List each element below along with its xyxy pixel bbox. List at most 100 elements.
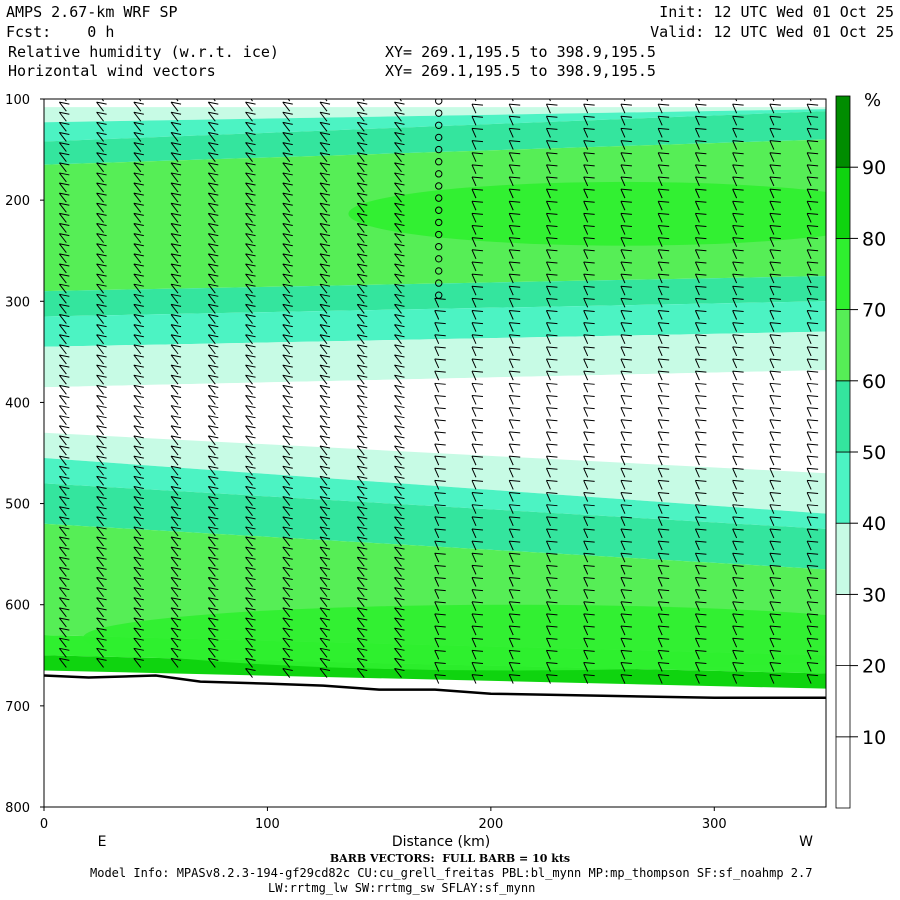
wind-barb bbox=[694, 115, 707, 126]
legend-swatch bbox=[835, 736, 851, 809]
legend-swatch bbox=[835, 309, 851, 382]
legend-label: 10 bbox=[862, 727, 886, 749]
wind-barb bbox=[545, 382, 558, 393]
wind-barb bbox=[96, 435, 107, 446]
wind-barb bbox=[245, 263, 256, 274]
wind-barb bbox=[282, 475, 293, 486]
wind-barb bbox=[394, 607, 405, 618]
wind-barb bbox=[657, 334, 670, 344]
wind-barb bbox=[434, 309, 446, 320]
wind-barb bbox=[657, 649, 670, 660]
wind-barb bbox=[282, 303, 293, 314]
wind-barb bbox=[508, 334, 521, 344]
wind-barb bbox=[282, 293, 293, 304]
calm-circle bbox=[435, 145, 443, 154]
wind-barb bbox=[58, 485, 70, 496]
wind-barb bbox=[769, 540, 781, 551]
wind-barb bbox=[58, 516, 70, 527]
wind-barb bbox=[657, 115, 670, 126]
wind-barb bbox=[657, 225, 670, 235]
wind-barb bbox=[245, 202, 256, 213]
wind-barb bbox=[694, 309, 707, 320]
wind-barb bbox=[620, 103, 632, 114]
wind-barb bbox=[356, 506, 368, 517]
wind-barb bbox=[657, 516, 670, 527]
wind-barb bbox=[170, 283, 182, 294]
wind-barb bbox=[245, 223, 256, 233]
wind-barb bbox=[394, 253, 405, 264]
wind-barb bbox=[207, 182, 219, 193]
wind-barb bbox=[356, 162, 368, 173]
wind-barb bbox=[545, 212, 558, 223]
wind-barb bbox=[96, 273, 107, 284]
wind-barb bbox=[657, 370, 670, 381]
wind-barb bbox=[394, 111, 405, 122]
wind-barb bbox=[319, 384, 331, 395]
wind-barb bbox=[207, 212, 219, 223]
wind-barb bbox=[732, 164, 744, 175]
wind-barb bbox=[96, 111, 107, 122]
wind-barb bbox=[471, 152, 484, 162]
wind-barb bbox=[96, 405, 107, 415]
wind-barb bbox=[319, 485, 331, 496]
wind-barb bbox=[508, 322, 521, 332]
wind-barb bbox=[133, 435, 144, 446]
wind-barb bbox=[319, 516, 331, 527]
wind-barb bbox=[394, 223, 405, 233]
wind-barb bbox=[394, 536, 405, 547]
wind-barb bbox=[471, 261, 484, 272]
wind-barb bbox=[806, 273, 819, 284]
wind-barb bbox=[394, 627, 405, 638]
wind-barb bbox=[545, 637, 558, 648]
field-name-wind: Horizontal wind vectors bbox=[8, 62, 216, 80]
wind-barb bbox=[508, 212, 521, 223]
wind-barb bbox=[694, 613, 707, 624]
wind-barb bbox=[732, 285, 744, 296]
barb-note: BARB VECTORS: FULL BARB = 10 kts bbox=[329, 852, 571, 865]
wind-barb bbox=[583, 577, 595, 587]
wind-barb bbox=[170, 516, 182, 527]
wind-barb bbox=[319, 455, 331, 466]
wind-barb bbox=[356, 283, 368, 294]
wind-barb bbox=[732, 103, 744, 114]
wind-barb bbox=[471, 370, 484, 381]
wind-barb bbox=[356, 546, 368, 557]
wind-barb bbox=[245, 182, 256, 193]
wind-barb bbox=[207, 617, 219, 628]
wind-barb bbox=[319, 475, 331, 486]
wind-barb bbox=[356, 647, 368, 658]
wind-barb bbox=[58, 364, 70, 375]
wind-barb bbox=[324, 99, 328, 102]
wind-barb bbox=[58, 445, 70, 456]
calm-circle bbox=[435, 194, 443, 202]
wind-barb bbox=[583, 297, 595, 308]
wind-barb bbox=[434, 552, 446, 563]
wind-barb bbox=[732, 564, 744, 575]
wind-barb bbox=[471, 577, 484, 587]
wind-barb bbox=[245, 152, 256, 163]
wind-barb bbox=[319, 364, 331, 375]
legend-swatch bbox=[835, 237, 851, 310]
wind-barb bbox=[583, 601, 595, 611]
wind-barb bbox=[96, 607, 107, 618]
wind-barb bbox=[319, 344, 331, 355]
wind-barb bbox=[434, 467, 446, 478]
wind-barb bbox=[96, 536, 107, 547]
wind-barb bbox=[434, 625, 446, 636]
wind-barb bbox=[356, 384, 368, 395]
wind-barb bbox=[394, 405, 405, 415]
wind-barb bbox=[133, 475, 144, 486]
wind-barb bbox=[508, 115, 521, 126]
wind-barb bbox=[806, 164, 819, 175]
wind-barb bbox=[96, 172, 107, 183]
wind-barb bbox=[96, 283, 107, 294]
wind-barb bbox=[471, 637, 484, 648]
wind-barb bbox=[806, 212, 819, 223]
wind-barb bbox=[471, 115, 484, 126]
wind-barb bbox=[732, 237, 744, 247]
wind-barb bbox=[545, 589, 558, 599]
wind-barb bbox=[282, 223, 293, 233]
wind-barb bbox=[170, 121, 182, 132]
wind-barb bbox=[319, 152, 331, 163]
y-tick-label: 500 bbox=[5, 498, 30, 513]
